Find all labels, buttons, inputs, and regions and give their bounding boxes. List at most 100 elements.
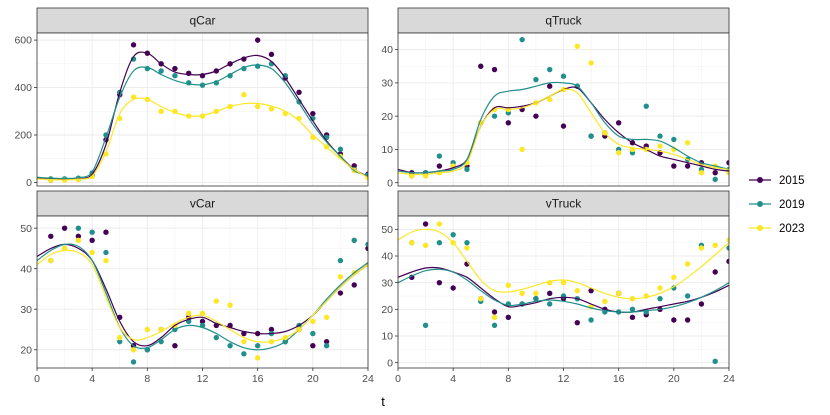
point-2019 xyxy=(464,239,470,246)
point-2019 xyxy=(519,36,525,43)
legend-key-point xyxy=(757,201,763,207)
point-2019 xyxy=(172,72,178,79)
point-2019 xyxy=(227,343,233,349)
y-tick-label: 400 xyxy=(14,82,32,94)
panel-data xyxy=(37,225,368,365)
strip-label: vCar xyxy=(190,197,215,211)
point-2023 xyxy=(519,146,525,153)
point-2015 xyxy=(310,343,316,349)
point-2019 xyxy=(464,166,470,173)
point-2023 xyxy=(574,43,580,50)
point-2023 xyxy=(602,298,608,305)
point-2023 xyxy=(712,242,718,249)
point-2015 xyxy=(505,120,512,126)
x-tick-label: 24 xyxy=(362,373,374,385)
point-2019 xyxy=(422,322,429,329)
point-2015 xyxy=(505,314,512,321)
point-2019 xyxy=(657,133,663,139)
point-2023 xyxy=(533,290,539,297)
point-2023 xyxy=(684,261,691,267)
point-2023 xyxy=(117,334,123,341)
point-2023 xyxy=(158,108,164,114)
point-2015 xyxy=(436,279,443,286)
point-2023 xyxy=(337,274,344,280)
point-2019 xyxy=(643,103,649,109)
point-2023 xyxy=(588,60,594,66)
legend: 2015 2019 2023 xyxy=(749,175,805,235)
point-2019 xyxy=(103,249,109,256)
y-tick-label: 0 xyxy=(26,177,32,189)
point-2015 xyxy=(199,318,206,325)
point-2019 xyxy=(337,257,344,264)
point-2015 xyxy=(103,229,109,235)
point-2019 xyxy=(450,231,456,238)
point-2023 xyxy=(478,295,484,302)
point-2019 xyxy=(588,133,594,139)
smooth-line-2015 xyxy=(37,51,368,180)
point-2019 xyxy=(629,306,636,313)
x-tick-label: 12 xyxy=(197,373,209,385)
point-2023 xyxy=(186,310,192,316)
strip-background xyxy=(397,190,730,217)
point-2019 xyxy=(254,343,261,349)
point-2019 xyxy=(726,245,729,251)
point-2015 xyxy=(254,37,261,43)
smooth-line-2019 xyxy=(398,268,729,313)
point-2023 xyxy=(130,347,137,353)
x-tick-label: 8 xyxy=(144,373,150,385)
legend-item-2019: 2019 xyxy=(749,199,805,211)
panel-data xyxy=(37,37,368,183)
panel-vTruck: vTruck 0 10 20 30 40 50 0 4 8 12 16 20 24 xyxy=(381,190,735,385)
point-2015 xyxy=(615,120,622,126)
strip-background xyxy=(36,7,369,34)
point-2015 xyxy=(337,290,344,296)
point-2023 xyxy=(323,314,330,321)
panel-qCar: qCar 0 200 400 600 xyxy=(14,7,369,189)
point-2019 xyxy=(323,343,330,349)
point-2023 xyxy=(241,338,247,345)
x-tick-label: 8 xyxy=(505,373,511,385)
point-2019 xyxy=(436,239,443,246)
point-2015 xyxy=(684,317,691,323)
smooth-line-2023 xyxy=(398,88,729,176)
y-tick-label: 20 xyxy=(381,304,393,316)
point-2015 xyxy=(712,169,718,176)
y-tick-label: 50 xyxy=(20,223,32,235)
point-2023 xyxy=(422,242,429,249)
smooth-line-2019 xyxy=(398,81,729,174)
point-2023 xyxy=(310,318,316,325)
point-2015 xyxy=(422,221,429,227)
point-2015 xyxy=(351,282,357,288)
point-2019 xyxy=(130,359,137,365)
point-2015 xyxy=(48,233,54,239)
strip-label: qCar xyxy=(189,14,215,28)
point-2019 xyxy=(588,317,594,323)
x-tick-label: 20 xyxy=(307,373,319,385)
strip-label: qTruck xyxy=(545,14,582,28)
point-2015 xyxy=(574,319,580,326)
point-2023 xyxy=(684,140,691,146)
y-tick-label: 30 xyxy=(381,277,393,289)
point-2015 xyxy=(478,63,484,69)
point-2015 xyxy=(671,163,677,169)
point-2023 xyxy=(519,290,525,297)
point-2019 xyxy=(337,146,344,152)
point-2023 xyxy=(464,245,470,251)
y-tick-label: 10 xyxy=(381,144,393,156)
legend-item-2023: 2023 xyxy=(749,223,805,235)
x-tick-label: 20 xyxy=(668,373,680,385)
panels: qCar0200400600qTruck010203040vCar2030405… xyxy=(14,7,735,385)
point-2019 xyxy=(533,295,539,302)
point-2023 xyxy=(505,282,512,289)
point-2019 xyxy=(75,225,82,231)
y-tick-label: 0 xyxy=(387,357,393,369)
x-tick-label: 16 xyxy=(252,373,264,385)
point-2023 xyxy=(574,287,580,294)
point-2023 xyxy=(671,274,677,281)
panel-border xyxy=(397,32,730,187)
point-2019 xyxy=(657,295,663,302)
y-tick-label: 20 xyxy=(20,344,32,356)
x-tick-label: 0 xyxy=(395,373,401,385)
point-2023 xyxy=(268,106,275,112)
point-2015 xyxy=(726,258,729,265)
